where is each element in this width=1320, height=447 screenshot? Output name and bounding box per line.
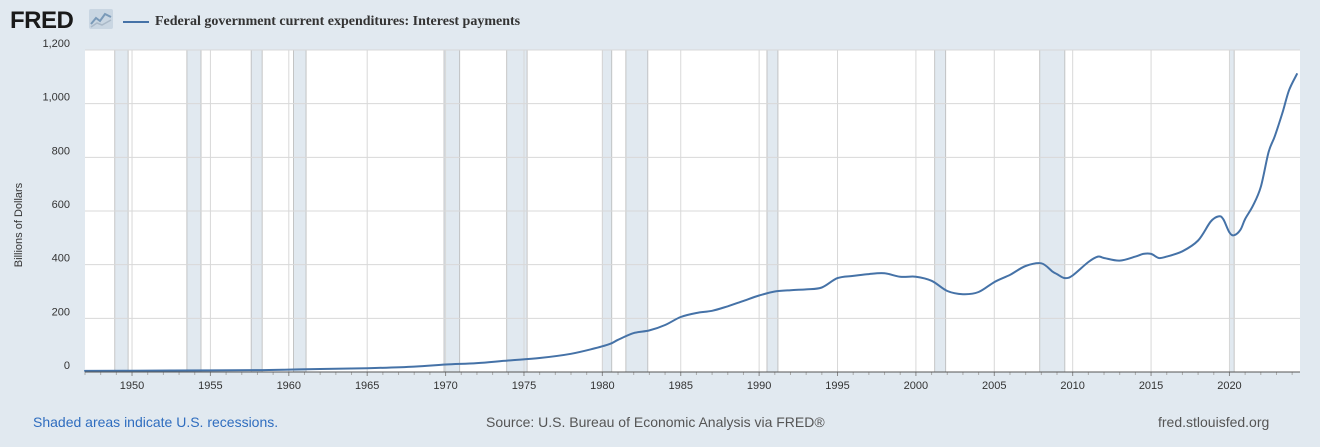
x-tick-label-1985: 1985 (668, 380, 692, 392)
source-note: Source: U.S. Bureau of Economic Analysis… (486, 414, 825, 430)
legend-line-swatch (123, 21, 149, 23)
x-tick-label-2000: 2000 (904, 380, 928, 392)
fred-logo[interactable]: FRED (10, 7, 74, 34)
x-tick-label-1990: 1990 (747, 380, 771, 392)
y-tick-label-400: 400 (52, 253, 70, 265)
x-tick-label-1970: 1970 (433, 380, 457, 392)
recession-note-link[interactable]: Shaded areas indicate U.S. recessions. (33, 414, 279, 430)
series-layer (84, 73, 1298, 372)
y-tick-label-200: 200 (52, 306, 70, 318)
x-tick-label-1960: 1960 (277, 380, 301, 392)
y-tick-label-1000: 1,000 (42, 92, 70, 104)
fred-chart-badge-icon (89, 9, 113, 29)
y-tick-label-0: 0 (64, 360, 70, 372)
x-tick-label-2020: 2020 (1217, 380, 1241, 392)
chart-legend[interactable]: Federal government current expenditures:… (123, 13, 520, 31)
x-tick-label-1965: 1965 (355, 380, 379, 392)
y-axis-label: Billions of Dollars (13, 182, 25, 267)
x-tick-label-2010: 2010 (1060, 380, 1084, 392)
y-tick-label-1200: 1,200 (42, 38, 70, 50)
y-tick-label-600: 600 (52, 199, 70, 211)
y-tick-label-800: 800 (52, 145, 70, 157)
series-line-interest-payments[interactable] (84, 73, 1298, 372)
chart-header: FRED Federal government current expendit… (0, 0, 1320, 40)
x-tick-label-2005: 2005 (982, 380, 1006, 392)
x-tick-label-1955: 1955 (198, 380, 222, 392)
x-tick-label-2015: 2015 (1139, 380, 1163, 392)
x-tick-label-1950: 1950 (120, 380, 144, 392)
axes: 0 200 400 600 800 1,000 1,200 1950 1955 1960 1965 1… (42, 38, 1300, 392)
site-link[interactable]: fred.stlouisfed.org (1158, 414, 1270, 430)
x-tick-label-1980: 1980 (590, 380, 614, 392)
grid-lines (85, 49, 1300, 373)
legend-label: Federal government current expenditures:… (155, 14, 521, 29)
x-tick-label-1975: 1975 (512, 380, 536, 392)
x-tick-label-1995: 1995 (825, 380, 849, 392)
